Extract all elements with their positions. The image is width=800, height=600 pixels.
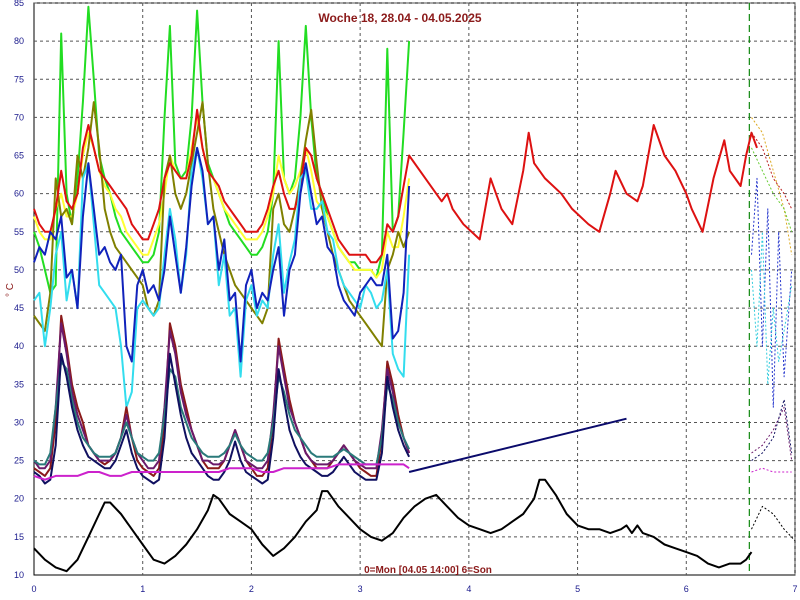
y-tick-label: 40: [14, 341, 24, 351]
series-line-15: [751, 132, 793, 210]
series-line-21: [751, 467, 792, 473]
y-tick-label: 50: [14, 265, 24, 275]
series-line-3: [33, 101, 411, 348]
y-tick-label: 55: [14, 227, 24, 237]
y-tick-label: 25: [14, 456, 24, 466]
chart-title: Woche 18, 28.04 - 04.05.2025: [318, 11, 482, 25]
y-tick-label: 10: [14, 570, 24, 580]
y-tick-label: 35: [14, 379, 24, 389]
y-tick-label: 20: [14, 494, 24, 504]
x-tick-label: 7: [792, 584, 797, 594]
series-line-11: [33, 463, 410, 481]
series-line-22: [751, 505, 796, 542]
y-axis-label: ° C: [5, 283, 16, 297]
x-tick-label: 4: [466, 584, 471, 594]
y-tick-label: 60: [14, 189, 24, 199]
x-tick-label: 1: [140, 584, 145, 594]
series-line-17: [751, 177, 793, 408]
series-line-14: [751, 117, 793, 255]
series-line-19: [751, 406, 793, 461]
series-line-13: [33, 478, 753, 573]
series-line-12: [408, 417, 627, 473]
x-tick-label: 0: [31, 584, 36, 594]
series-line-18: [751, 231, 793, 385]
y-tick-label: 15: [14, 532, 24, 542]
chart-footer: 0=Mon [04.05 14:00] 6=Son: [364, 565, 492, 576]
y-tick-label: 30: [14, 417, 24, 427]
series-line-5: [33, 146, 411, 409]
series-line-6: [33, 146, 411, 363]
grid: [33, 2, 796, 576]
x-tick-label: 2: [249, 584, 254, 594]
y-tick-label: 65: [14, 151, 24, 161]
y-tick-labels: 10 15 20 25 30 35 40 45 50 55 60 65 70 75 80 85: [14, 0, 24, 580]
y-tick-label: 75: [14, 74, 24, 84]
series-line-4: [33, 108, 758, 264]
x-tick-labels: 0 1 2 3 4 5 6 7: [31, 584, 797, 594]
series-line-16: [751, 147, 793, 232]
series-line-10: [33, 352, 411, 485]
y-tick-label: 45: [14, 303, 24, 313]
series-line-8: [33, 322, 411, 470]
series-line-20: [751, 399, 793, 462]
series-line-9: [33, 360, 411, 466]
y-tick-label: 80: [14, 36, 24, 46]
x-tick-label: 3: [358, 584, 363, 594]
series-group: [33, 5, 796, 573]
y-tick-label: 85: [14, 0, 24, 8]
x-tick-label: 5: [575, 584, 580, 594]
x-tick-label: 6: [684, 584, 689, 594]
y-tick-label: 70: [14, 112, 24, 122]
